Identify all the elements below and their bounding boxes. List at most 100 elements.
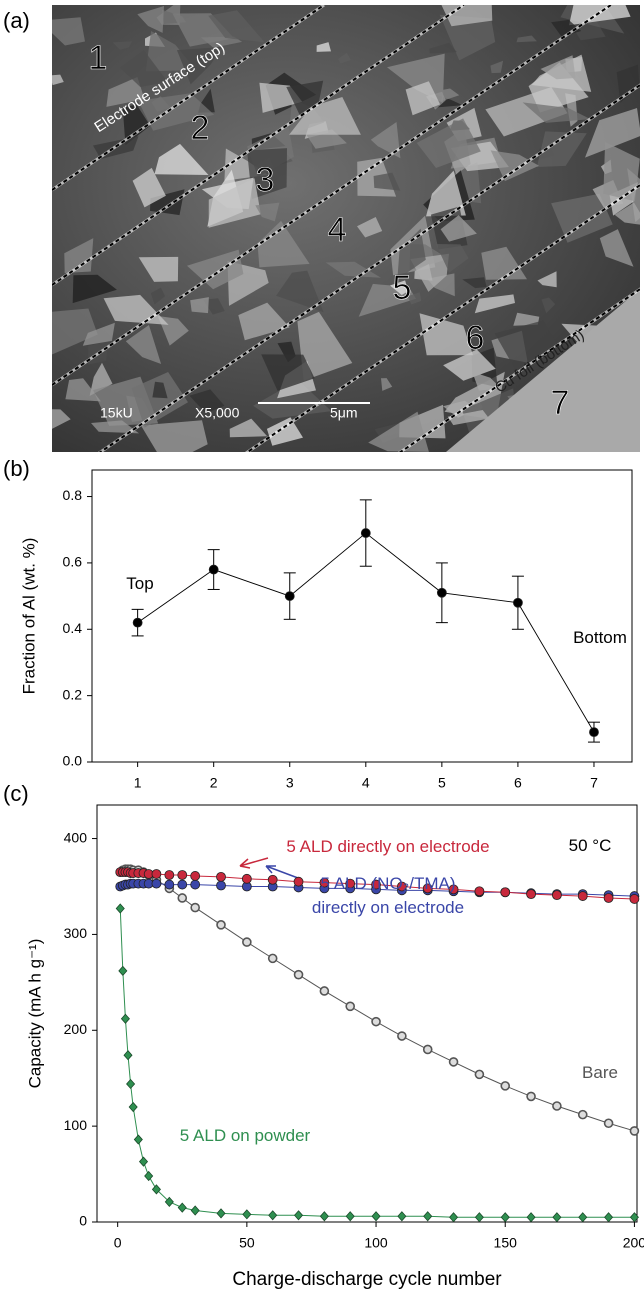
marker — [553, 1102, 561, 1110]
layer-number: 6 — [466, 319, 485, 357]
marker — [450, 1213, 458, 1222]
marker — [140, 1157, 148, 1166]
marker — [129, 1102, 137, 1111]
marker — [346, 1212, 354, 1221]
y-tick-label: 300 — [64, 925, 88, 941]
marker — [475, 1213, 483, 1222]
marker — [217, 921, 225, 929]
marker — [320, 1212, 328, 1221]
marker — [178, 1203, 186, 1212]
sem-info: X5,000 — [195, 405, 240, 421]
marker — [372, 1212, 380, 1221]
marker — [424, 1212, 432, 1221]
marker — [127, 1079, 135, 1088]
marker — [165, 880, 174, 889]
y-tick-label: 100 — [64, 1117, 88, 1133]
arrow — [240, 858, 268, 868]
marker — [217, 872, 226, 881]
x-tick-label: 50 — [239, 1235, 255, 1251]
plot-frame — [92, 470, 632, 762]
annotation: Bottom — [555, 626, 644, 650]
x-tick-label: 150 — [494, 1235, 518, 1251]
marker — [372, 1018, 380, 1026]
marker — [605, 1119, 613, 1127]
marker — [475, 1070, 483, 1078]
marker — [243, 1210, 251, 1219]
marker — [450, 1058, 458, 1066]
layer-number: 1 — [89, 39, 108, 77]
marker — [437, 588, 446, 597]
layer-number: 4 — [328, 211, 347, 249]
marker — [152, 879, 161, 888]
x-tick-label: 100 — [364, 1235, 388, 1251]
marker — [121, 1014, 129, 1023]
y-tick-label: 0.6 — [63, 554, 83, 570]
y-tick-label: 200 — [64, 1021, 88, 1037]
texture-flake — [39, 17, 85, 45]
x-axis-label: Charge-discharge cycle number — [232, 1269, 502, 1290]
marker — [579, 1111, 587, 1119]
marker — [513, 598, 522, 607]
layer-number: 5 — [393, 269, 412, 307]
sem-info: 5μm — [330, 405, 358, 421]
marker — [501, 1082, 509, 1090]
marker — [501, 1213, 509, 1222]
marker — [361, 529, 370, 538]
marker — [124, 1051, 132, 1060]
annotation: 5 ALD (NO₂/TMA) directly on electrode — [258, 872, 518, 920]
y-axis-label: Capacity (mA h g⁻¹) — [25, 939, 44, 1089]
x-tick-label: 7 — [590, 775, 598, 791]
marker — [578, 892, 587, 901]
y-tick-label: 0.2 — [63, 686, 83, 702]
panel-label: (b) — [3, 456, 30, 481]
annotation: Bare — [560, 1061, 640, 1085]
x-tick-label: 4 — [362, 775, 370, 791]
plot-frame — [97, 805, 637, 1222]
annotation: 5 ALD on powder — [145, 1124, 345, 1148]
marker — [605, 1213, 613, 1222]
marker — [165, 870, 174, 879]
marker — [134, 1135, 142, 1144]
marker — [178, 894, 186, 902]
marker — [217, 1209, 225, 1218]
sem-info: 15kU — [100, 405, 133, 421]
x-tick-label: 0 — [114, 1235, 122, 1251]
marker — [579, 1213, 587, 1222]
marker — [269, 954, 277, 962]
y-axis-label: Fraction of Al (wt. %) — [19, 538, 38, 695]
marker — [346, 1002, 354, 1010]
marker — [191, 880, 200, 889]
marker — [527, 890, 536, 899]
marker — [191, 871, 200, 880]
marker — [295, 971, 303, 979]
figure: (a) Electrode surface (top) Cu foil (bot… — [0, 0, 644, 1296]
marker — [398, 1032, 406, 1040]
marker — [243, 938, 251, 946]
marker — [320, 987, 328, 995]
marker — [191, 904, 199, 912]
marker — [178, 880, 187, 889]
x-tick-label: 3 — [286, 775, 294, 791]
layer-number: 3 — [256, 161, 275, 199]
y-tick-label: 400 — [64, 829, 88, 845]
marker — [119, 966, 127, 975]
marker — [178, 870, 187, 879]
figure-canvas: (a) Electrode surface (top) Cu foil (bot… — [0, 0, 644, 1296]
x-tick-label: 5 — [438, 775, 446, 791]
marker — [116, 904, 124, 913]
marker — [152, 870, 161, 879]
marker — [630, 894, 639, 903]
marker — [209, 565, 218, 574]
layer-number: 2 — [191, 109, 210, 147]
annotation: Top — [100, 572, 180, 596]
annotation: 5 ALD directly on electrode — [248, 835, 528, 859]
annotation: 50 °C — [545, 834, 635, 858]
series-line — [120, 909, 634, 1218]
x-tick-label: 1 — [134, 775, 142, 791]
x-tick-label: 200 — [623, 1235, 644, 1251]
marker — [242, 874, 251, 883]
marker — [269, 1211, 277, 1220]
y-tick-label: 0.4 — [63, 620, 83, 636]
marker — [552, 891, 561, 900]
marker — [191, 1206, 199, 1215]
